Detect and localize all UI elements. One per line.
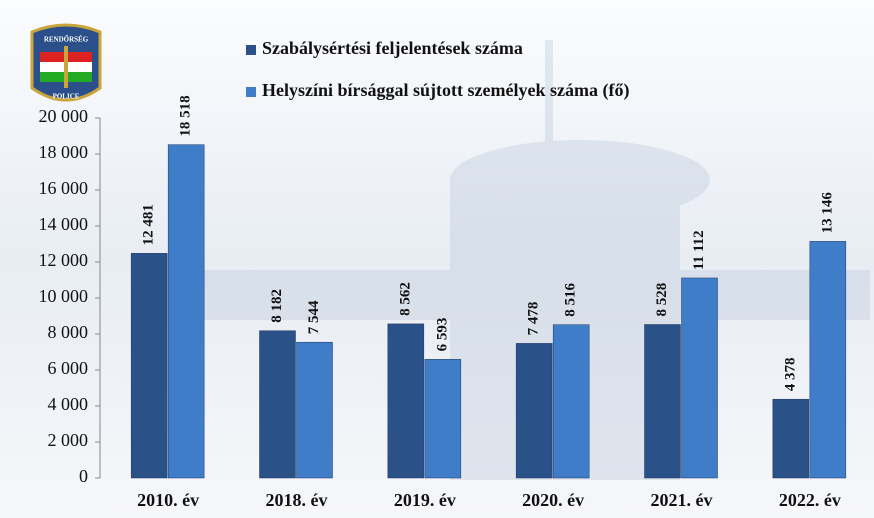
y-tick-label: 12 000 — [39, 250, 89, 270]
bar — [809, 241, 847, 479]
x-tick-label: 2018. év — [266, 490, 328, 510]
data-label: 11 112 — [691, 230, 707, 270]
data-label: 13 146 — [819, 192, 835, 234]
bar — [130, 253, 168, 479]
bar — [259, 330, 296, 479]
y-tick-label: 0 — [79, 466, 88, 486]
bar — [515, 343, 553, 479]
legend-label: Helyszíni bírsággal sújtott személyek sz… — [262, 80, 629, 101]
data-label: 8 516 — [563, 282, 579, 316]
y-tick-label: 16 000 — [39, 178, 89, 198]
x-tick-label: 2019. év — [394, 490, 456, 510]
data-label: 18 518 — [178, 95, 194, 136]
data-label: 8 562 — [397, 282, 413, 316]
legend-marker — [246, 87, 256, 97]
police-logo: RENDŐRSÉG POLICE — [30, 23, 102, 102]
y-tick-label: 20 000 — [39, 106, 89, 126]
y-tick-label: 10 000 — [39, 286, 89, 306]
bar — [552, 324, 590, 479]
bar — [296, 341, 333, 479]
data-label: 6 593 — [434, 318, 450, 352]
legend-label: Szabálysértési feljelentések száma — [262, 38, 523, 58]
y-tick-label: 18 000 — [39, 142, 89, 162]
logo-bottom-text: POLICE — [53, 93, 80, 101]
bar — [772, 398, 810, 479]
data-label: 8 528 — [654, 283, 670, 317]
y-tick-label: 2 000 — [48, 430, 89, 450]
data-label: 8 182 — [269, 289, 285, 323]
bar — [167, 144, 205, 479]
x-tick-label: 2021. év — [651, 490, 713, 510]
x-tick-label: 2020. év — [522, 490, 584, 510]
data-label: 4 378 — [782, 357, 798, 391]
data-label: 7 478 — [526, 302, 542, 336]
data-label: 7 544 — [306, 300, 322, 334]
data-label: 12 481 — [141, 204, 157, 245]
bar — [644, 324, 681, 479]
x-tick-label: 2010. év — [137, 490, 199, 510]
bar — [681, 277, 718, 479]
x-tick-label: 2022. év — [779, 490, 841, 510]
bar — [387, 323, 425, 479]
logo-top-text: RENDŐRSÉG — [44, 36, 89, 44]
y-tick-label: 8 000 — [48, 322, 89, 342]
y-tick-label: 4 000 — [48, 394, 89, 414]
legend-marker — [246, 45, 256, 55]
bar — [424, 359, 462, 479]
y-tick-label: 6 000 — [48, 358, 89, 378]
y-tick-label: 14 000 — [39, 214, 89, 234]
